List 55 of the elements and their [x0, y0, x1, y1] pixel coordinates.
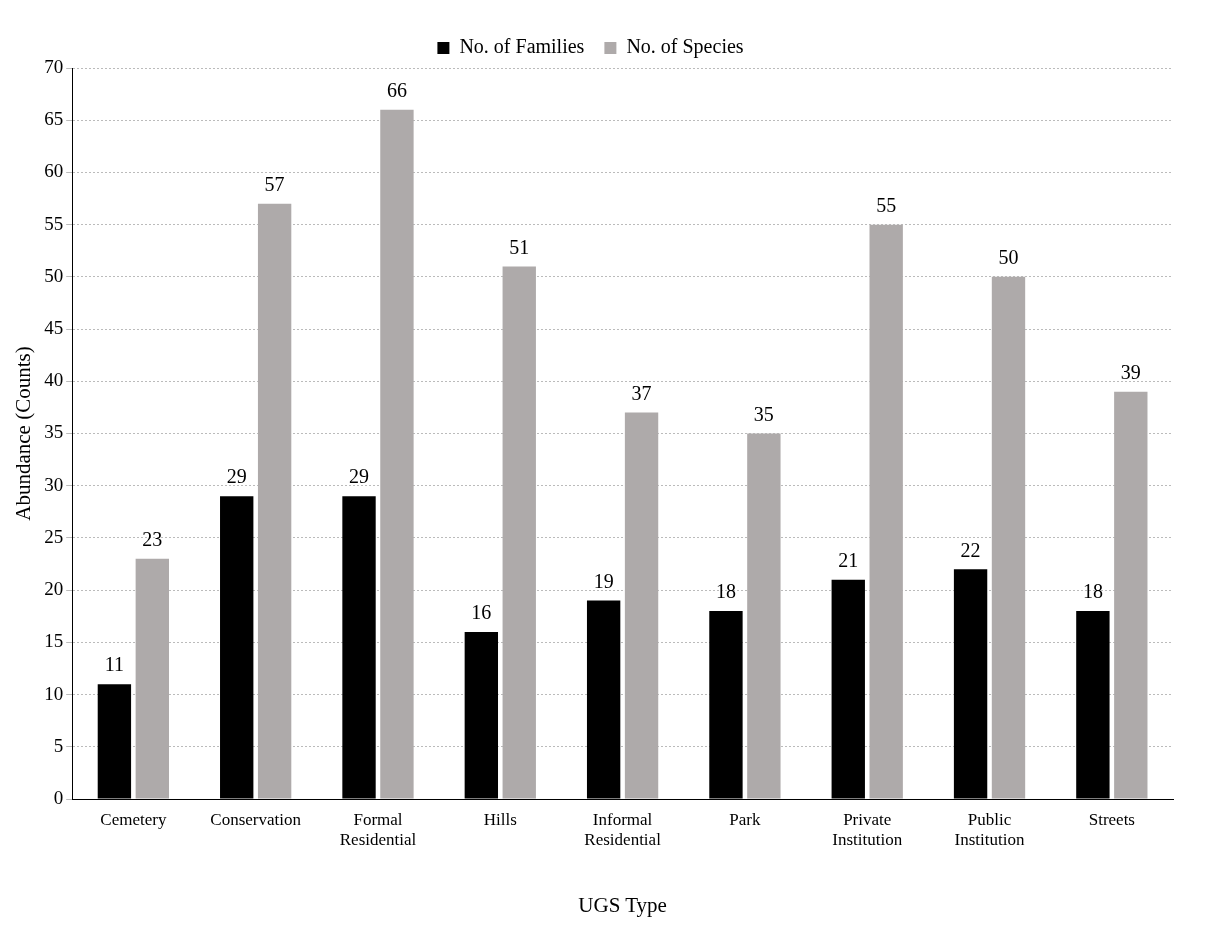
bar [991, 276, 1026, 799]
bar [380, 109, 414, 799]
x-tick-label: Private Institution [832, 809, 903, 850]
x-tick-label: Park [729, 809, 761, 829]
data-label: 57 [264, 173, 285, 196]
data-label: 37 [631, 381, 652, 404]
data-label: 16 [471, 601, 492, 624]
y-tick-label: 10 [44, 682, 64, 704]
y-tick-label: 40 [44, 369, 64, 391]
data-label: 21 [838, 548, 859, 571]
data-label: 29 [349, 465, 370, 488]
data-label: 51 [509, 235, 530, 258]
y-tick-label: 65 [44, 108, 64, 130]
y-tick-label: 35 [44, 421, 64, 443]
data-label: 23 [142, 528, 163, 551]
bar [1114, 391, 1148, 799]
data-label: 11 [104, 653, 125, 676]
y-tick-label: 15 [44, 630, 64, 652]
data-label: 55 [876, 193, 897, 216]
y-tick-label: 70 [44, 55, 64, 77]
y-axis-title: Abundance (Counts) [11, 346, 36, 521]
data-label: 18 [715, 580, 736, 603]
x-tick-label: Streets [1088, 809, 1135, 829]
data-label: 22 [960, 538, 981, 561]
y-tick-label: 50 [44, 264, 64, 286]
x-tick-label: Informal Residential [584, 809, 662, 850]
x-tick-label: Cemetery [100, 809, 167, 829]
data-label: 66 [386, 79, 407, 102]
bar [502, 266, 536, 799]
y-tick-label: 5 [53, 734, 64, 756]
x-axis-title: UGS Type [578, 892, 667, 917]
y-tick-label: 20 [44, 578, 64, 600]
x-tick-label: Conservation [210, 809, 302, 829]
x-tick-label: Public Institution [954, 809, 1025, 850]
data-label: 39 [1120, 360, 1141, 383]
legend-label: No. of Families [459, 35, 585, 58]
y-tick-label: 0 [53, 786, 64, 808]
bar [257, 203, 292, 799]
data-label: 19 [593, 569, 614, 592]
data-label: 29 [226, 465, 247, 488]
y-tick-label: 60 [44, 160, 64, 182]
data-label: 18 [1082, 580, 1103, 603]
bar [747, 433, 781, 799]
data-label: 35 [753, 402, 774, 425]
y-tick-label: 25 [44, 525, 64, 547]
data-label: 50 [998, 246, 1019, 269]
y-tick-label: 55 [44, 212, 64, 234]
x-tick-label: Hills [483, 809, 517, 829]
bar [869, 224, 903, 799]
bar [135, 558, 169, 799]
legend-label: No. of Species [626, 35, 744, 59]
x-tick-label: Formal Residential [339, 809, 417, 850]
y-tick-label: 30 [44, 473, 64, 495]
bar [624, 412, 659, 799]
y-tick-label: 45 [44, 317, 64, 339]
